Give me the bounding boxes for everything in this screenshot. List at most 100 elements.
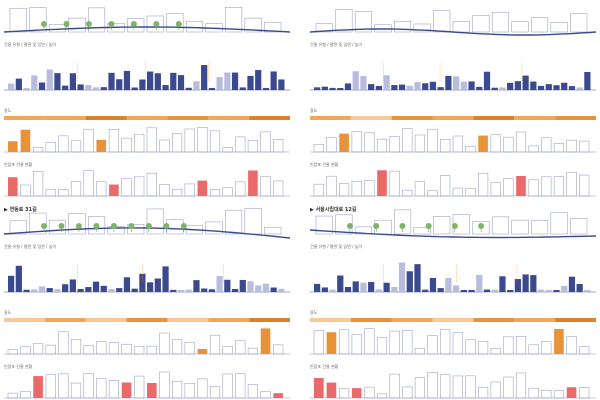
mass-bar [522, 75, 529, 90]
vacancy-bar [146, 172, 157, 197]
mass-bar [123, 277, 131, 292]
mass-bar [77, 84, 84, 90]
mass-bar [337, 275, 344, 292]
vacancy-bar [134, 375, 145, 399]
building-outline [225, 7, 243, 33]
use-bar [172, 339, 183, 355]
vacancy-bar [427, 372, 438, 399]
building-outline [9, 7, 27, 33]
vacancy-bar [503, 376, 514, 399]
use-bar [146, 345, 157, 355]
mass-bar [278, 79, 285, 90]
use-bar [83, 128, 94, 153]
mass-bar [46, 288, 53, 292]
building-outline [394, 209, 412, 235]
mass-bar [491, 87, 498, 90]
mass-bar [38, 82, 46, 90]
mass-bar [545, 289, 552, 292]
vacancy-bar [490, 381, 501, 399]
mass-bar [193, 81, 200, 90]
vacancy-bar [339, 388, 350, 399]
mass-section-label: 건물 유형 / 평면 및 입면 / 높이 [4, 244, 57, 249]
mass-bar [507, 289, 514, 292]
use-bar [108, 129, 119, 153]
vacancy-bar [209, 386, 221, 399]
vacancy-bar [566, 172, 577, 197]
mass-bar [201, 65, 208, 90]
vacancy-bar [402, 189, 413, 197]
use-band-segment [310, 116, 351, 120]
use-bar [70, 140, 82, 153]
vacancy-bar [478, 172, 489, 197]
mass-bar [255, 285, 262, 292]
building-outline [68, 213, 86, 235]
use-bar [351, 334, 362, 355]
mass-bar [321, 287, 328, 292]
mass-bar [453, 285, 460, 292]
tree-icon [399, 223, 406, 229]
building-outline [433, 10, 451, 33]
building-outline [413, 227, 431, 235]
building-outline [570, 218, 588, 235]
mass-bar [154, 278, 161, 292]
mass-bar [576, 87, 583, 90]
mass-bar [177, 289, 185, 292]
vacancy-bar [184, 183, 195, 197]
mass-bar [147, 71, 154, 90]
mass-bar [185, 87, 192, 90]
use-band-segment [555, 116, 596, 120]
use-band-segment [4, 116, 45, 120]
mass-bar [483, 71, 491, 90]
mass-bar [460, 289, 467, 292]
vacancy-bar [465, 375, 476, 399]
use-band-segment [514, 116, 556, 120]
use-bar [45, 142, 56, 153]
vacancy-bar [260, 391, 271, 399]
mass-bar [131, 288, 138, 292]
use-bar [528, 145, 539, 153]
mass-bar [85, 287, 92, 292]
mass-bar [375, 85, 382, 90]
mass-bar [561, 285, 568, 292]
vacancy-bar [326, 382, 337, 398]
use-bar [414, 348, 425, 355]
mass-bar [352, 71, 359, 90]
use-bar [273, 344, 284, 355]
mass-bar [162, 85, 169, 90]
use-band-segment [555, 318, 596, 322]
tree-icon [41, 223, 47, 229]
use-bar [326, 332, 337, 354]
building-outline [491, 216, 509, 235]
vacancy-bar [566, 387, 577, 398]
vacancy-bar [159, 184, 170, 197]
use-bar [376, 138, 388, 153]
use-bar [528, 344, 539, 355]
ground-line [309, 229, 597, 239]
mass-bar [116, 79, 123, 90]
mass-bar [8, 275, 15, 292]
use-band-segment [391, 318, 433, 322]
vacancy-bar [389, 170, 400, 197]
building-outline [452, 21, 470, 33]
mass-bar [391, 85, 398, 90]
vacancy-bar [8, 177, 18, 196]
mass-bar [514, 279, 521, 292]
vacancy-bar [96, 378, 107, 399]
vacancy-bar [109, 184, 119, 196]
building-outline [225, 209, 243, 235]
mass-section-label: 건물 유형 / 평면 및 입면 / 높이 [4, 42, 57, 47]
mass-bar [468, 81, 475, 90]
use-bar [364, 132, 375, 153]
use-bar [452, 135, 463, 153]
mass-bar [231, 72, 239, 90]
use-bar [247, 140, 258, 153]
vacancy-bar [452, 187, 463, 197]
mass-bar [239, 279, 246, 292]
mass-bar [499, 87, 506, 90]
use-section-label: 용도 [4, 108, 12, 113]
use-band-segment [473, 318, 515, 322]
use-bar [197, 127, 208, 153]
mass-bar [445, 277, 452, 292]
tree-icon [130, 21, 137, 27]
mass-bar [553, 289, 560, 292]
